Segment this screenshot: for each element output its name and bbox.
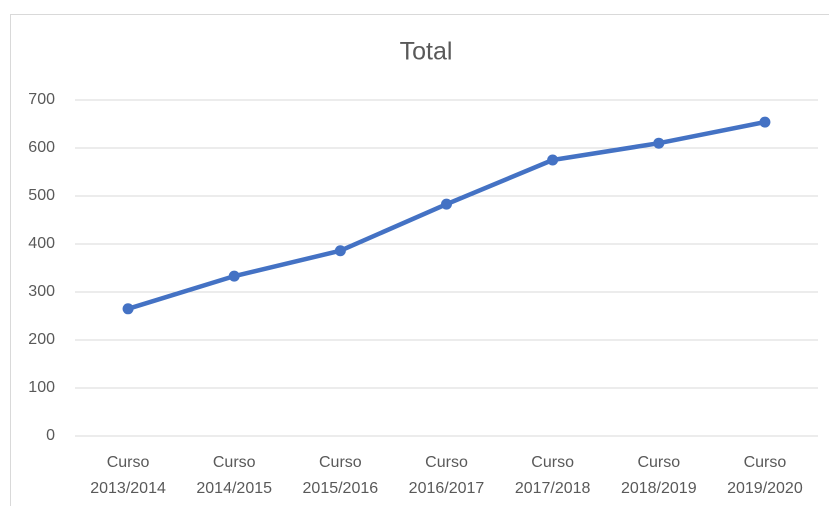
chart-border	[10, 14, 829, 506]
point	[653, 137, 665, 149]
y-tick-label: 300	[28, 283, 55, 300]
point	[334, 245, 346, 257]
y-tick-label: 400	[28, 235, 55, 252]
series-line	[125, 119, 768, 312]
point	[441, 198, 452, 210]
y-tick-label: 0	[46, 427, 55, 444]
point	[759, 116, 771, 128]
x-tick-label: Curso 2013/2014	[90, 454, 166, 497]
x-tick-label: Curso 2019/2020	[727, 454, 803, 497]
y-tick-label: 600	[28, 139, 55, 156]
point	[547, 154, 559, 166]
point	[228, 270, 240, 282]
x-tick-label: Curso 2016/2017	[408, 454, 485, 497]
chart-title: Total	[400, 38, 453, 66]
x-tick-label: Curso 2017/2018	[514, 454, 591, 497]
y-tick-label: 100	[28, 379, 55, 396]
x-tick-label: Curso 2015/2016	[302, 454, 379, 497]
y-tick-label: 700	[28, 91, 55, 108]
y-tick-label: 500	[28, 187, 55, 204]
x-tick-label: Curso 2014/2015	[196, 454, 273, 497]
point	[122, 303, 134, 315]
y-tick-label: 200	[28, 331, 55, 348]
x-tick-label: Curso 2018/2019	[620, 454, 697, 497]
